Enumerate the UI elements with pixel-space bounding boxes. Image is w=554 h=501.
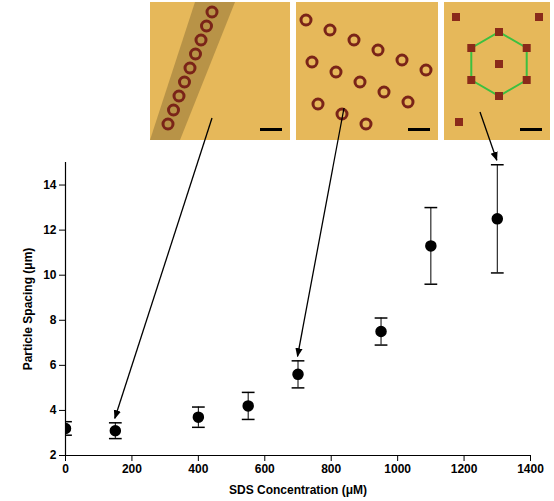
svg-text:1400: 1400 — [517, 462, 544, 476]
svg-text:1200: 1200 — [451, 462, 478, 476]
svg-text:14: 14 — [43, 178, 57, 192]
svg-text:2: 2 — [50, 448, 57, 462]
svg-text:6: 6 — [50, 358, 57, 372]
svg-text:800: 800 — [321, 462, 341, 476]
svg-text:1000: 1000 — [384, 462, 411, 476]
svg-text:200: 200 — [122, 462, 142, 476]
svg-text:600: 600 — [255, 462, 275, 476]
svg-text:0: 0 — [62, 462, 69, 476]
svg-text:SDS Concentration (μM): SDS Concentration (μM) — [229, 483, 367, 497]
svg-text:10: 10 — [43, 268, 57, 282]
svg-text:Particle Spacing (μm): Particle Spacing (μm) — [21, 248, 35, 371]
svg-text:12: 12 — [43, 223, 57, 237]
svg-text:8: 8 — [50, 313, 57, 327]
svg-text:400: 400 — [188, 462, 208, 476]
svg-text:4: 4 — [50, 403, 57, 417]
